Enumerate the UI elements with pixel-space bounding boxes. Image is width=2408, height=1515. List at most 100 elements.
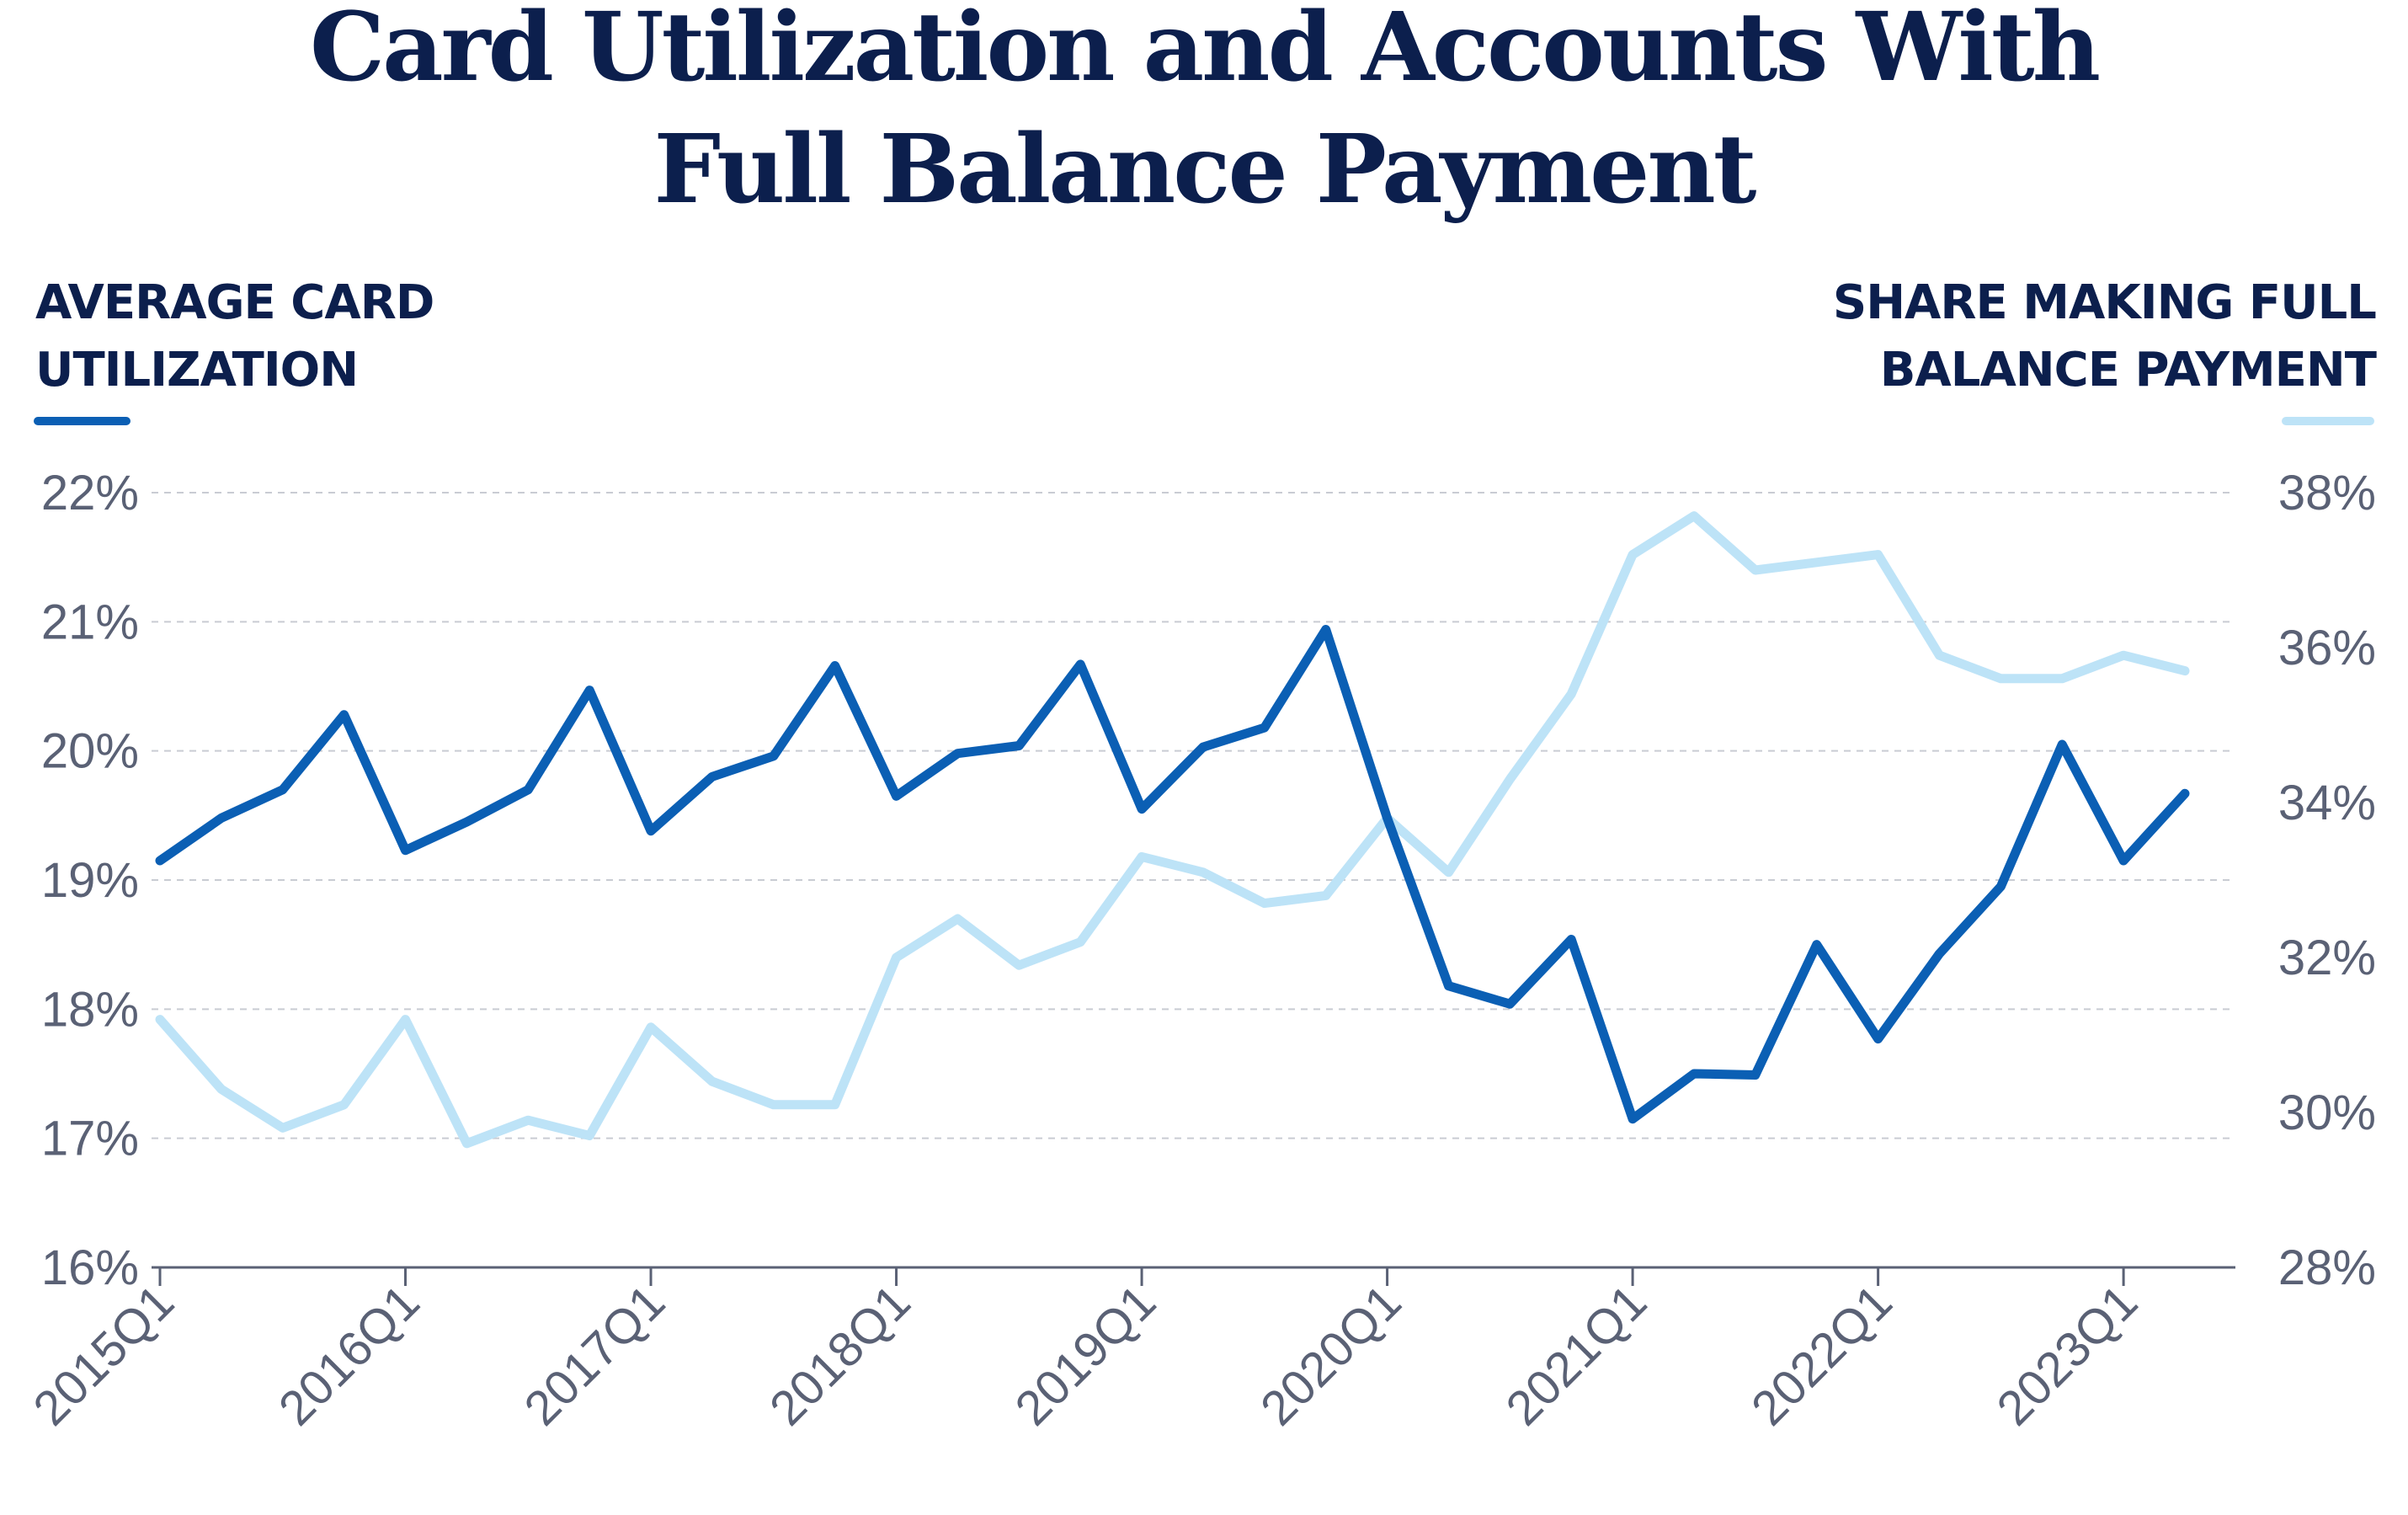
point-average-card-utilization — [1264, 727, 1265, 728]
point-average-card-utilization — [2061, 744, 2063, 745]
right-tick-label: 30% — [2278, 1086, 2376, 1140]
point-share-full-balance-payment — [1018, 964, 1020, 966]
point-average-card-utilization — [1325, 629, 1327, 631]
point-average-card-utilization — [2000, 886, 2001, 888]
point-share-full-balance-payment — [1325, 894, 1327, 896]
x-tick-label: 2022Q1 — [1741, 1274, 1903, 1436]
point-share-full-balance-payment — [1509, 778, 1510, 780]
chart-title-line-2: Full Balance Payment — [653, 115, 1756, 225]
point-average-card-utilization — [1816, 944, 1818, 946]
point-share-full-balance-payment — [834, 1104, 836, 1106]
point-average-card-utilization — [896, 795, 898, 797]
point-average-card-utilization — [1755, 1075, 1756, 1076]
x-tick-label: 2019Q1 — [1004, 1274, 1166, 1436]
point-average-card-utilization — [466, 821, 467, 823]
point-average-card-utilization — [773, 755, 775, 757]
point-share-full-balance-payment — [896, 957, 898, 958]
left-tick-label: 22% — [41, 466, 139, 520]
point-average-card-utilization — [282, 789, 284, 791]
point-share-full-balance-payment — [2184, 670, 2186, 672]
point-average-card-utilization — [1939, 952, 1941, 954]
gridlines — [152, 492, 2235, 1139]
chart-title-line-1: Card Utilization and Accounts With — [310, 0, 2099, 103]
point-share-full-balance-payment — [589, 1135, 590, 1137]
point-share-full-balance-payment — [1570, 693, 1572, 695]
left-tick-label: 21% — [41, 595, 139, 649]
x-tick-label: 2017Q1 — [514, 1274, 675, 1436]
point-average-card-utilization — [1509, 1003, 1510, 1005]
point-share-full-balance-payment — [773, 1104, 775, 1106]
left-axis-title-line-1: AVERAGE CARD — [35, 275, 434, 330]
series — [155, 511, 2190, 1149]
point-average-card-utilization — [1141, 808, 1143, 810]
line-share-full-balance-payment — [155, 511, 2190, 1149]
point-average-card-utilization — [1079, 664, 1081, 665]
left-axis: 16% 17% 18% 19% 20% 21% 22% — [41, 466, 139, 1295]
point-average-card-utilization — [527, 789, 529, 791]
point-average-card-utilization — [2184, 792, 2186, 794]
point-share-full-balance-payment — [1448, 872, 1450, 873]
x-tick-label: 2018Q1 — [759, 1274, 921, 1436]
x-tick-label: 2021Q1 — [1495, 1274, 1657, 1436]
left-tick-label: 18% — [41, 982, 139, 1037]
point-share-full-balance-payment — [527, 1119, 529, 1121]
left-tick-label: 19% — [41, 853, 139, 908]
point-average-card-utilization — [1632, 1118, 1633, 1120]
point-share-full-balance-payment — [1693, 515, 1695, 517]
point-share-full-balance-payment — [711, 1080, 713, 1082]
point-average-card-utilization — [1448, 985, 1450, 987]
point-average-card-utilization — [159, 860, 161, 862]
point-share-full-balance-payment — [159, 1019, 161, 1021]
right-tick-label: 34% — [2278, 776, 2376, 830]
x-tick-label: 2016Q1 — [269, 1274, 430, 1436]
point-average-card-utilization — [1693, 1073, 1695, 1075]
point-share-full-balance-payment — [1939, 654, 1941, 656]
point-share-full-balance-payment — [650, 1027, 652, 1028]
point-share-full-balance-payment — [2000, 678, 2001, 680]
right-tick-label: 28% — [2278, 1240, 2376, 1295]
point-share-full-balance-payment — [466, 1143, 467, 1144]
point-average-card-utilization — [1018, 745, 1020, 747]
point-share-full-balance-payment — [344, 1104, 345, 1106]
point-average-card-utilization — [1878, 1038, 1879, 1040]
point-average-card-utilization — [405, 850, 407, 851]
series-average-card-utilization — [155, 625, 2190, 1124]
point-average-card-utilization — [1202, 746, 1204, 748]
point-share-full-balance-payment — [1202, 872, 1204, 873]
point-average-card-utilization — [1570, 939, 1572, 941]
right-axis: 28% 30% 32% 34% 36% 38% — [2278, 466, 2376, 1295]
point-share-full-balance-payment — [1079, 942, 1081, 943]
right-tick-label: 38% — [2278, 466, 2376, 520]
point-average-card-utilization — [1387, 817, 1388, 819]
right-axis-title-line-1: SHARE MAKING FULL — [1833, 275, 2376, 330]
point-average-card-utilization — [589, 690, 590, 691]
line-average-card-utilization — [155, 625, 2190, 1124]
point-average-card-utilization — [956, 753, 958, 755]
point-share-full-balance-payment — [1141, 856, 1143, 857]
point-average-card-utilization — [221, 817, 222, 819]
left-tick-label: 20% — [41, 724, 139, 779]
x-tick-label: 2015Q1 — [23, 1274, 184, 1436]
point-share-full-balance-payment — [1878, 554, 1879, 556]
point-share-full-balance-payment — [956, 918, 958, 920]
point-average-card-utilization — [650, 830, 652, 832]
series-share-full-balance-payment — [155, 511, 2190, 1149]
point-share-full-balance-payment — [2123, 654, 2124, 656]
x-tick-label: 2020Q1 — [1250, 1274, 1412, 1436]
point-share-full-balance-payment — [1755, 569, 1756, 571]
point-average-card-utilization — [834, 665, 836, 667]
point-share-full-balance-payment — [405, 1019, 407, 1021]
point-share-full-balance-payment — [2061, 678, 2063, 680]
right-tick-label: 36% — [2278, 621, 2376, 675]
point-average-card-utilization — [344, 714, 345, 716]
x-tick-label: 2023Q1 — [1986, 1274, 2148, 1436]
x-axis: 2015Q1 2016Q1 2017Q1 2018Q1 2019Q1 2020Q1 2021… — [23, 1266, 2235, 1436]
point-share-full-balance-payment — [1816, 562, 1818, 563]
point-share-full-balance-payment — [1264, 903, 1265, 904]
left-tick-label: 16% — [41, 1240, 139, 1295]
point-share-full-balance-payment — [282, 1127, 284, 1128]
right-tick-label: 32% — [2278, 931, 2376, 985]
point-average-card-utilization — [2123, 860, 2124, 862]
left-axis-title-line-2: UTILIZATION — [35, 343, 358, 397]
